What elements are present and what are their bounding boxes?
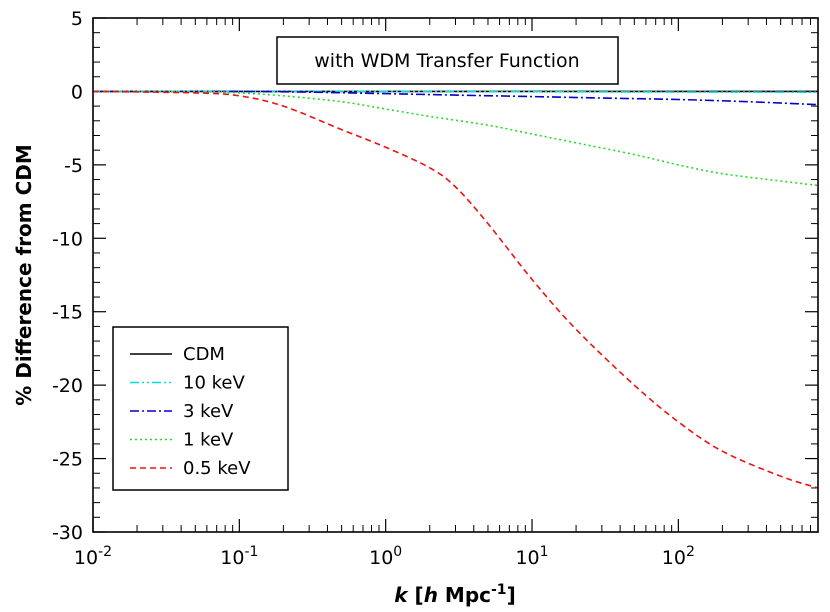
x-tick-label: 101: [515, 544, 548, 569]
y-tick-label: 5: [71, 8, 83, 30]
x-axis-label-h: h: [424, 583, 438, 607]
series-line-10-kev: [93, 90, 819, 93]
y-tick-label: -30: [52, 522, 83, 544]
x-axis-label-unit: Mpc: [438, 583, 491, 607]
x-axis-label-bracket-close: ]: [507, 583, 516, 607]
legend-label: 0.5 keV: [183, 458, 251, 479]
y-tick-label: -10: [52, 228, 83, 250]
legend-label: 1 keV: [183, 430, 234, 451]
y-tick-label: -5: [64, 155, 83, 177]
y-tick-label: -25: [52, 449, 83, 471]
annotation-box: with WDM Transfer Function: [276, 36, 619, 85]
y-tick-label: 0: [71, 81, 83, 103]
series-line-1-kev: [92, 90, 819, 187]
legend-label: CDM: [183, 344, 225, 365]
series-line-3-kev: [92, 90, 819, 106]
tick-labels: 10-2 10-1 100 101 102 5 0 -5 -10 -15 -20 -25 -30: [52, 8, 695, 569]
x-axis-label-bracket-open: [: [408, 583, 424, 607]
series-layer: [92, 90, 819, 489]
x-axis-label-k: k: [394, 583, 409, 607]
legend-label: 10 keV: [183, 373, 245, 394]
y-axis-label: % Difference from CDM: [12, 144, 36, 406]
x-axis-label: k [h Mpc-1]: [394, 582, 515, 607]
legend: CDM 10 keV 3 keV 1 keV 0.5 keV: [112, 326, 289, 491]
x-tick-label: 100: [369, 544, 402, 569]
x-tick-label: 10-2: [74, 544, 112, 569]
x-axis-label-exponent: -1: [491, 582, 507, 598]
plot-frame: [92, 17, 819, 533]
x-tick-label: 102: [662, 544, 695, 569]
legend-label: 3 keV: [183, 401, 234, 422]
y-tick-label: -15: [52, 302, 83, 324]
annotation-text: with WDM Transfer Function: [314, 50, 579, 72]
y-tick-label: -20: [52, 375, 83, 397]
x-tick-label: 10-1: [220, 544, 258, 569]
series-line-0-5-kev: [92, 90, 819, 489]
